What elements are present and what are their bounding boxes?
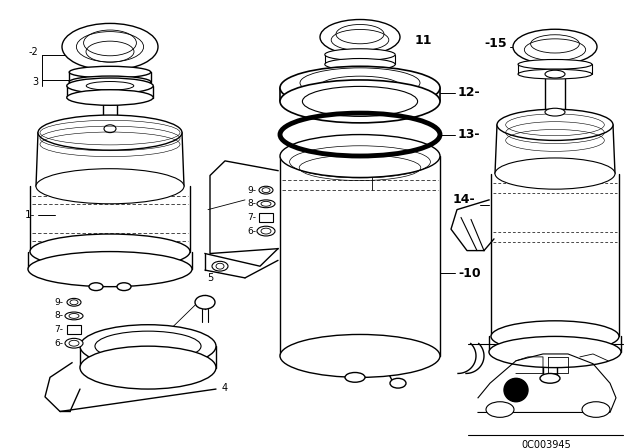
Text: 1-: 1-: [24, 210, 35, 220]
Ellipse shape: [67, 78, 153, 94]
Ellipse shape: [36, 169, 184, 204]
Ellipse shape: [491, 321, 619, 352]
Ellipse shape: [67, 90, 153, 105]
Text: -10: -10: [458, 267, 481, 280]
Ellipse shape: [325, 49, 396, 60]
Ellipse shape: [518, 69, 592, 79]
Ellipse shape: [280, 66, 440, 109]
Ellipse shape: [212, 261, 228, 271]
Text: -15: -15: [484, 37, 507, 50]
Ellipse shape: [497, 109, 613, 140]
Ellipse shape: [259, 186, 273, 194]
Text: 8-: 8-: [247, 199, 256, 208]
Ellipse shape: [280, 80, 440, 123]
Circle shape: [504, 378, 528, 402]
Ellipse shape: [65, 312, 83, 320]
Text: 6-: 6-: [54, 339, 63, 348]
Ellipse shape: [80, 346, 216, 389]
Ellipse shape: [545, 108, 565, 116]
Text: -2: -2: [28, 47, 38, 57]
Ellipse shape: [489, 336, 621, 368]
Ellipse shape: [69, 76, 151, 88]
Ellipse shape: [67, 298, 81, 306]
Ellipse shape: [486, 402, 514, 418]
Ellipse shape: [117, 283, 131, 291]
Ellipse shape: [69, 66, 151, 78]
Ellipse shape: [345, 372, 365, 382]
Ellipse shape: [325, 59, 396, 70]
Text: 14-: 14-: [452, 194, 475, 207]
Bar: [259, 212, 273, 222]
Text: 4: 4: [222, 383, 228, 393]
Ellipse shape: [518, 60, 592, 69]
Text: 7-: 7-: [247, 213, 256, 222]
Ellipse shape: [62, 23, 158, 70]
Text: 3: 3: [32, 77, 38, 87]
Ellipse shape: [280, 335, 440, 377]
Ellipse shape: [545, 70, 565, 78]
Ellipse shape: [30, 234, 190, 269]
Text: 6-: 6-: [247, 227, 256, 236]
Text: 9-: 9-: [247, 185, 256, 194]
Text: 11: 11: [415, 34, 433, 47]
Bar: [67, 325, 81, 335]
Ellipse shape: [38, 115, 182, 150]
Ellipse shape: [540, 374, 560, 383]
Ellipse shape: [28, 252, 192, 287]
Text: 9-: 9-: [54, 298, 63, 307]
Ellipse shape: [89, 283, 103, 291]
Text: 12-: 12-: [458, 86, 481, 99]
Ellipse shape: [257, 226, 275, 236]
Ellipse shape: [80, 325, 216, 368]
Ellipse shape: [195, 295, 215, 309]
Ellipse shape: [495, 158, 615, 189]
Ellipse shape: [65, 338, 83, 348]
Text: 5: 5: [207, 273, 213, 283]
Text: 8-: 8-: [54, 311, 63, 320]
Ellipse shape: [320, 20, 400, 55]
Ellipse shape: [513, 29, 597, 65]
Text: 0C003945: 0C003945: [521, 439, 571, 448]
Text: 13-: 13-: [458, 128, 481, 141]
Ellipse shape: [582, 402, 610, 418]
Ellipse shape: [257, 200, 275, 208]
Text: 7-: 7-: [54, 325, 63, 334]
Ellipse shape: [280, 134, 440, 177]
Ellipse shape: [390, 378, 406, 388]
